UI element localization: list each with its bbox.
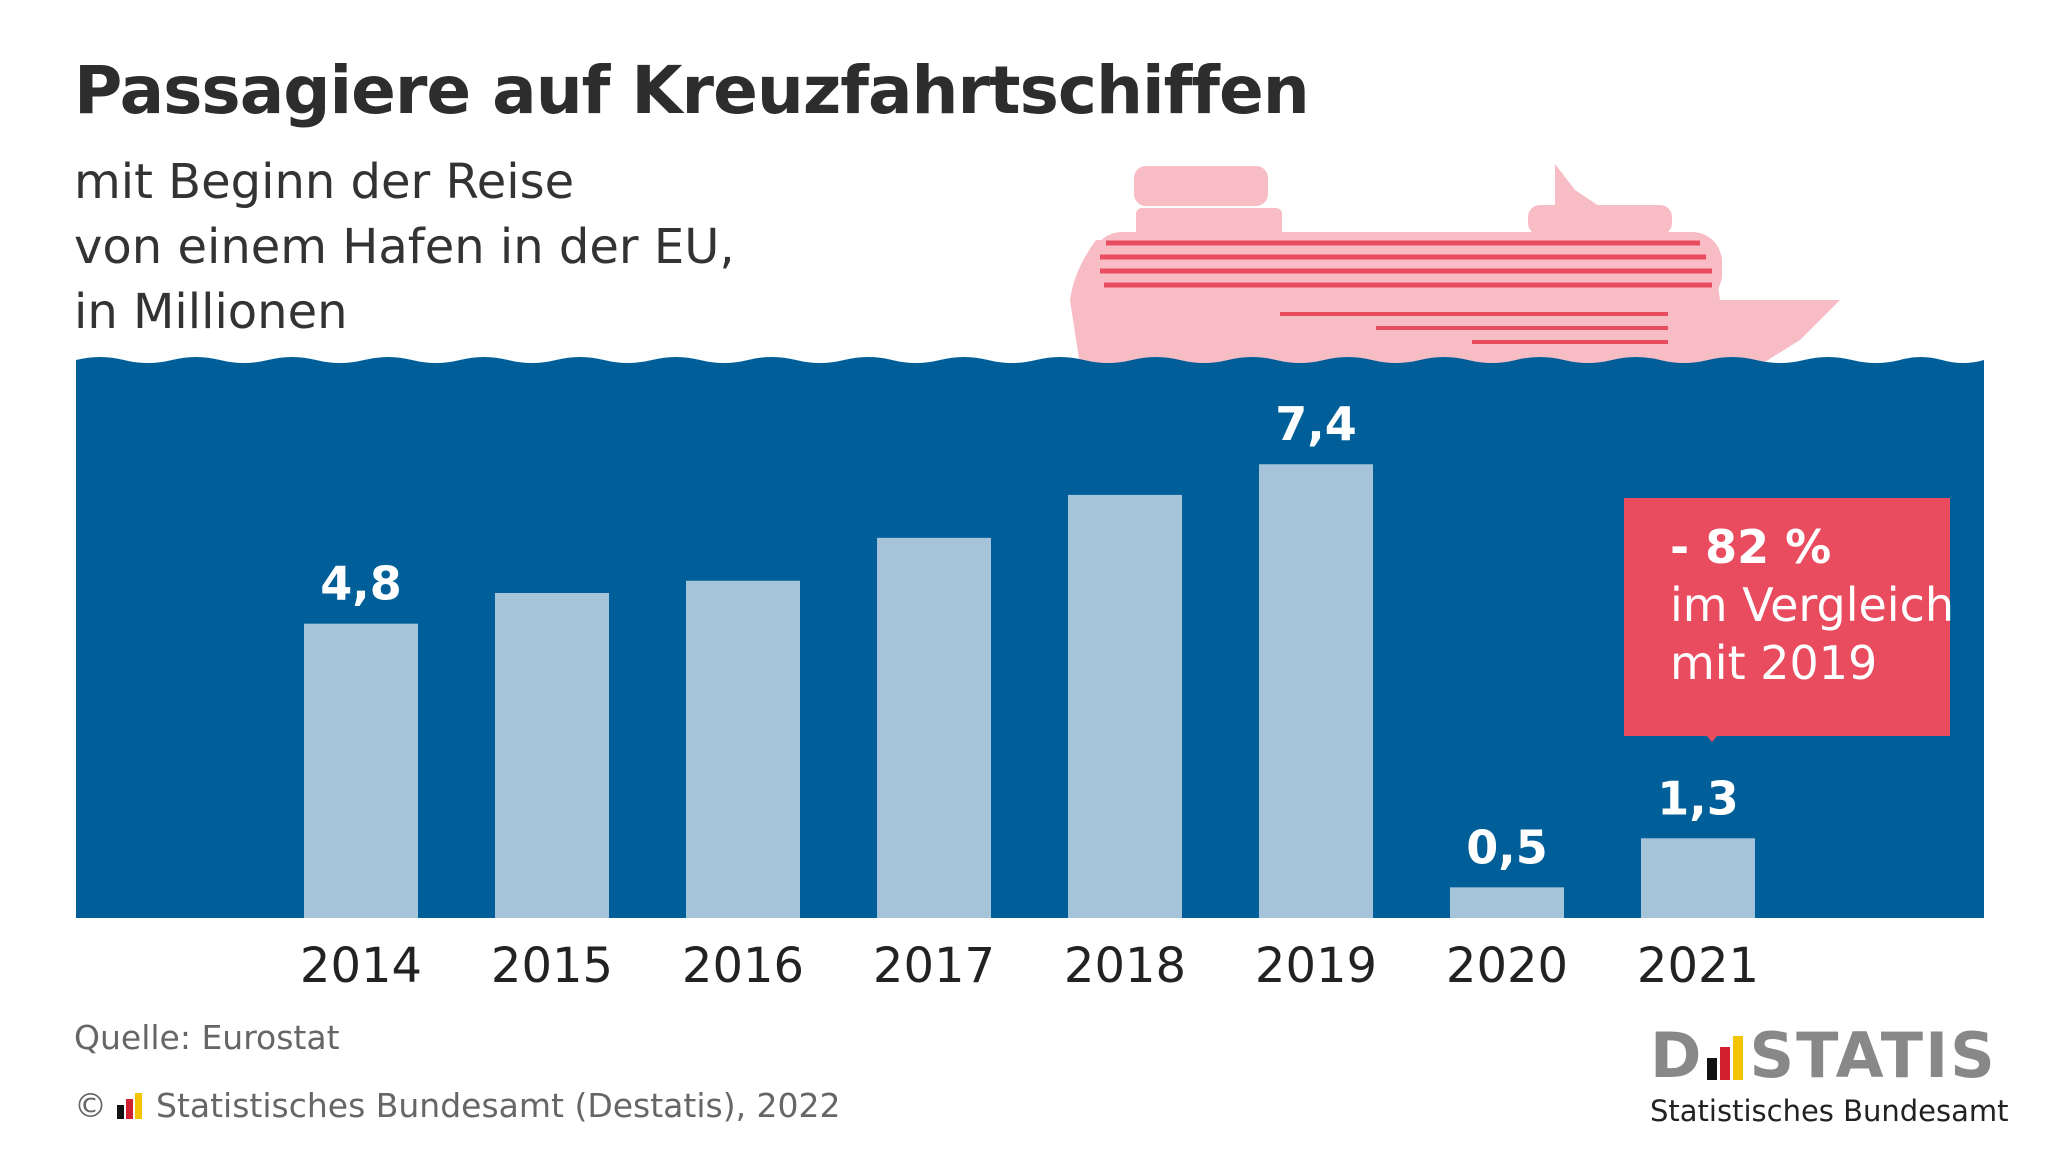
bar-2014 bbox=[304, 624, 418, 918]
callout-box: - 82 % im Vergleich mit 2019 bbox=[1624, 498, 1950, 736]
bar-2020 bbox=[1450, 887, 1564, 918]
destatis-mini-logo-icon bbox=[117, 1093, 142, 1119]
x-tick-2017: 2017 bbox=[873, 938, 995, 994]
callout-comparison-line-1: im Vergleich bbox=[1670, 576, 1950, 634]
destatis-bars-icon bbox=[1707, 1036, 1743, 1080]
x-tick-2020: 2020 bbox=[1446, 938, 1568, 994]
x-tick-2021: 2021 bbox=[1637, 938, 1759, 994]
bar-2017 bbox=[877, 538, 991, 918]
destatis-logo: D STATIS Statistisches Bundesamt bbox=[1650, 1026, 2000, 1128]
copyright-note: © Statistisches Bundesamt (Destatis), 20… bbox=[74, 1086, 841, 1125]
callout-change: - 82 % bbox=[1670, 518, 1950, 576]
cruise-ship-icon bbox=[1070, 160, 1840, 365]
x-tick-2015: 2015 bbox=[491, 938, 613, 994]
source-note: Quelle: Eurostat bbox=[74, 1018, 340, 1057]
data-label-2020: 0,5 bbox=[1466, 820, 1548, 874]
logo-word-right: STATIS bbox=[1749, 1026, 1996, 1086]
x-tick-2019: 2019 bbox=[1255, 938, 1377, 994]
callout-pointer bbox=[1690, 716, 1734, 742]
copyright-text: Statistisches Bundesamt (Destatis), 2022 bbox=[156, 1086, 841, 1125]
callout-comparison-line-2: mit 2019 bbox=[1670, 634, 1950, 692]
x-tick-2016: 2016 bbox=[682, 938, 804, 994]
bar-2021 bbox=[1641, 838, 1755, 918]
bar-2016 bbox=[686, 581, 800, 918]
data-label-2021: 1,3 bbox=[1657, 771, 1739, 825]
copyright-symbol: © bbox=[74, 1086, 107, 1125]
x-tick-2014: 2014 bbox=[300, 938, 422, 994]
x-tick-2018: 2018 bbox=[1064, 938, 1186, 994]
bar-2019 bbox=[1259, 464, 1373, 918]
bar-2018 bbox=[1068, 495, 1182, 918]
logo-subtitle: Statistisches Bundesamt bbox=[1650, 1094, 2000, 1128]
logo-word-left: D bbox=[1650, 1026, 1703, 1086]
data-label-2014: 4,8 bbox=[320, 557, 402, 611]
data-label-2019: 7,4 bbox=[1275, 397, 1357, 451]
bar-2015 bbox=[495, 593, 609, 918]
